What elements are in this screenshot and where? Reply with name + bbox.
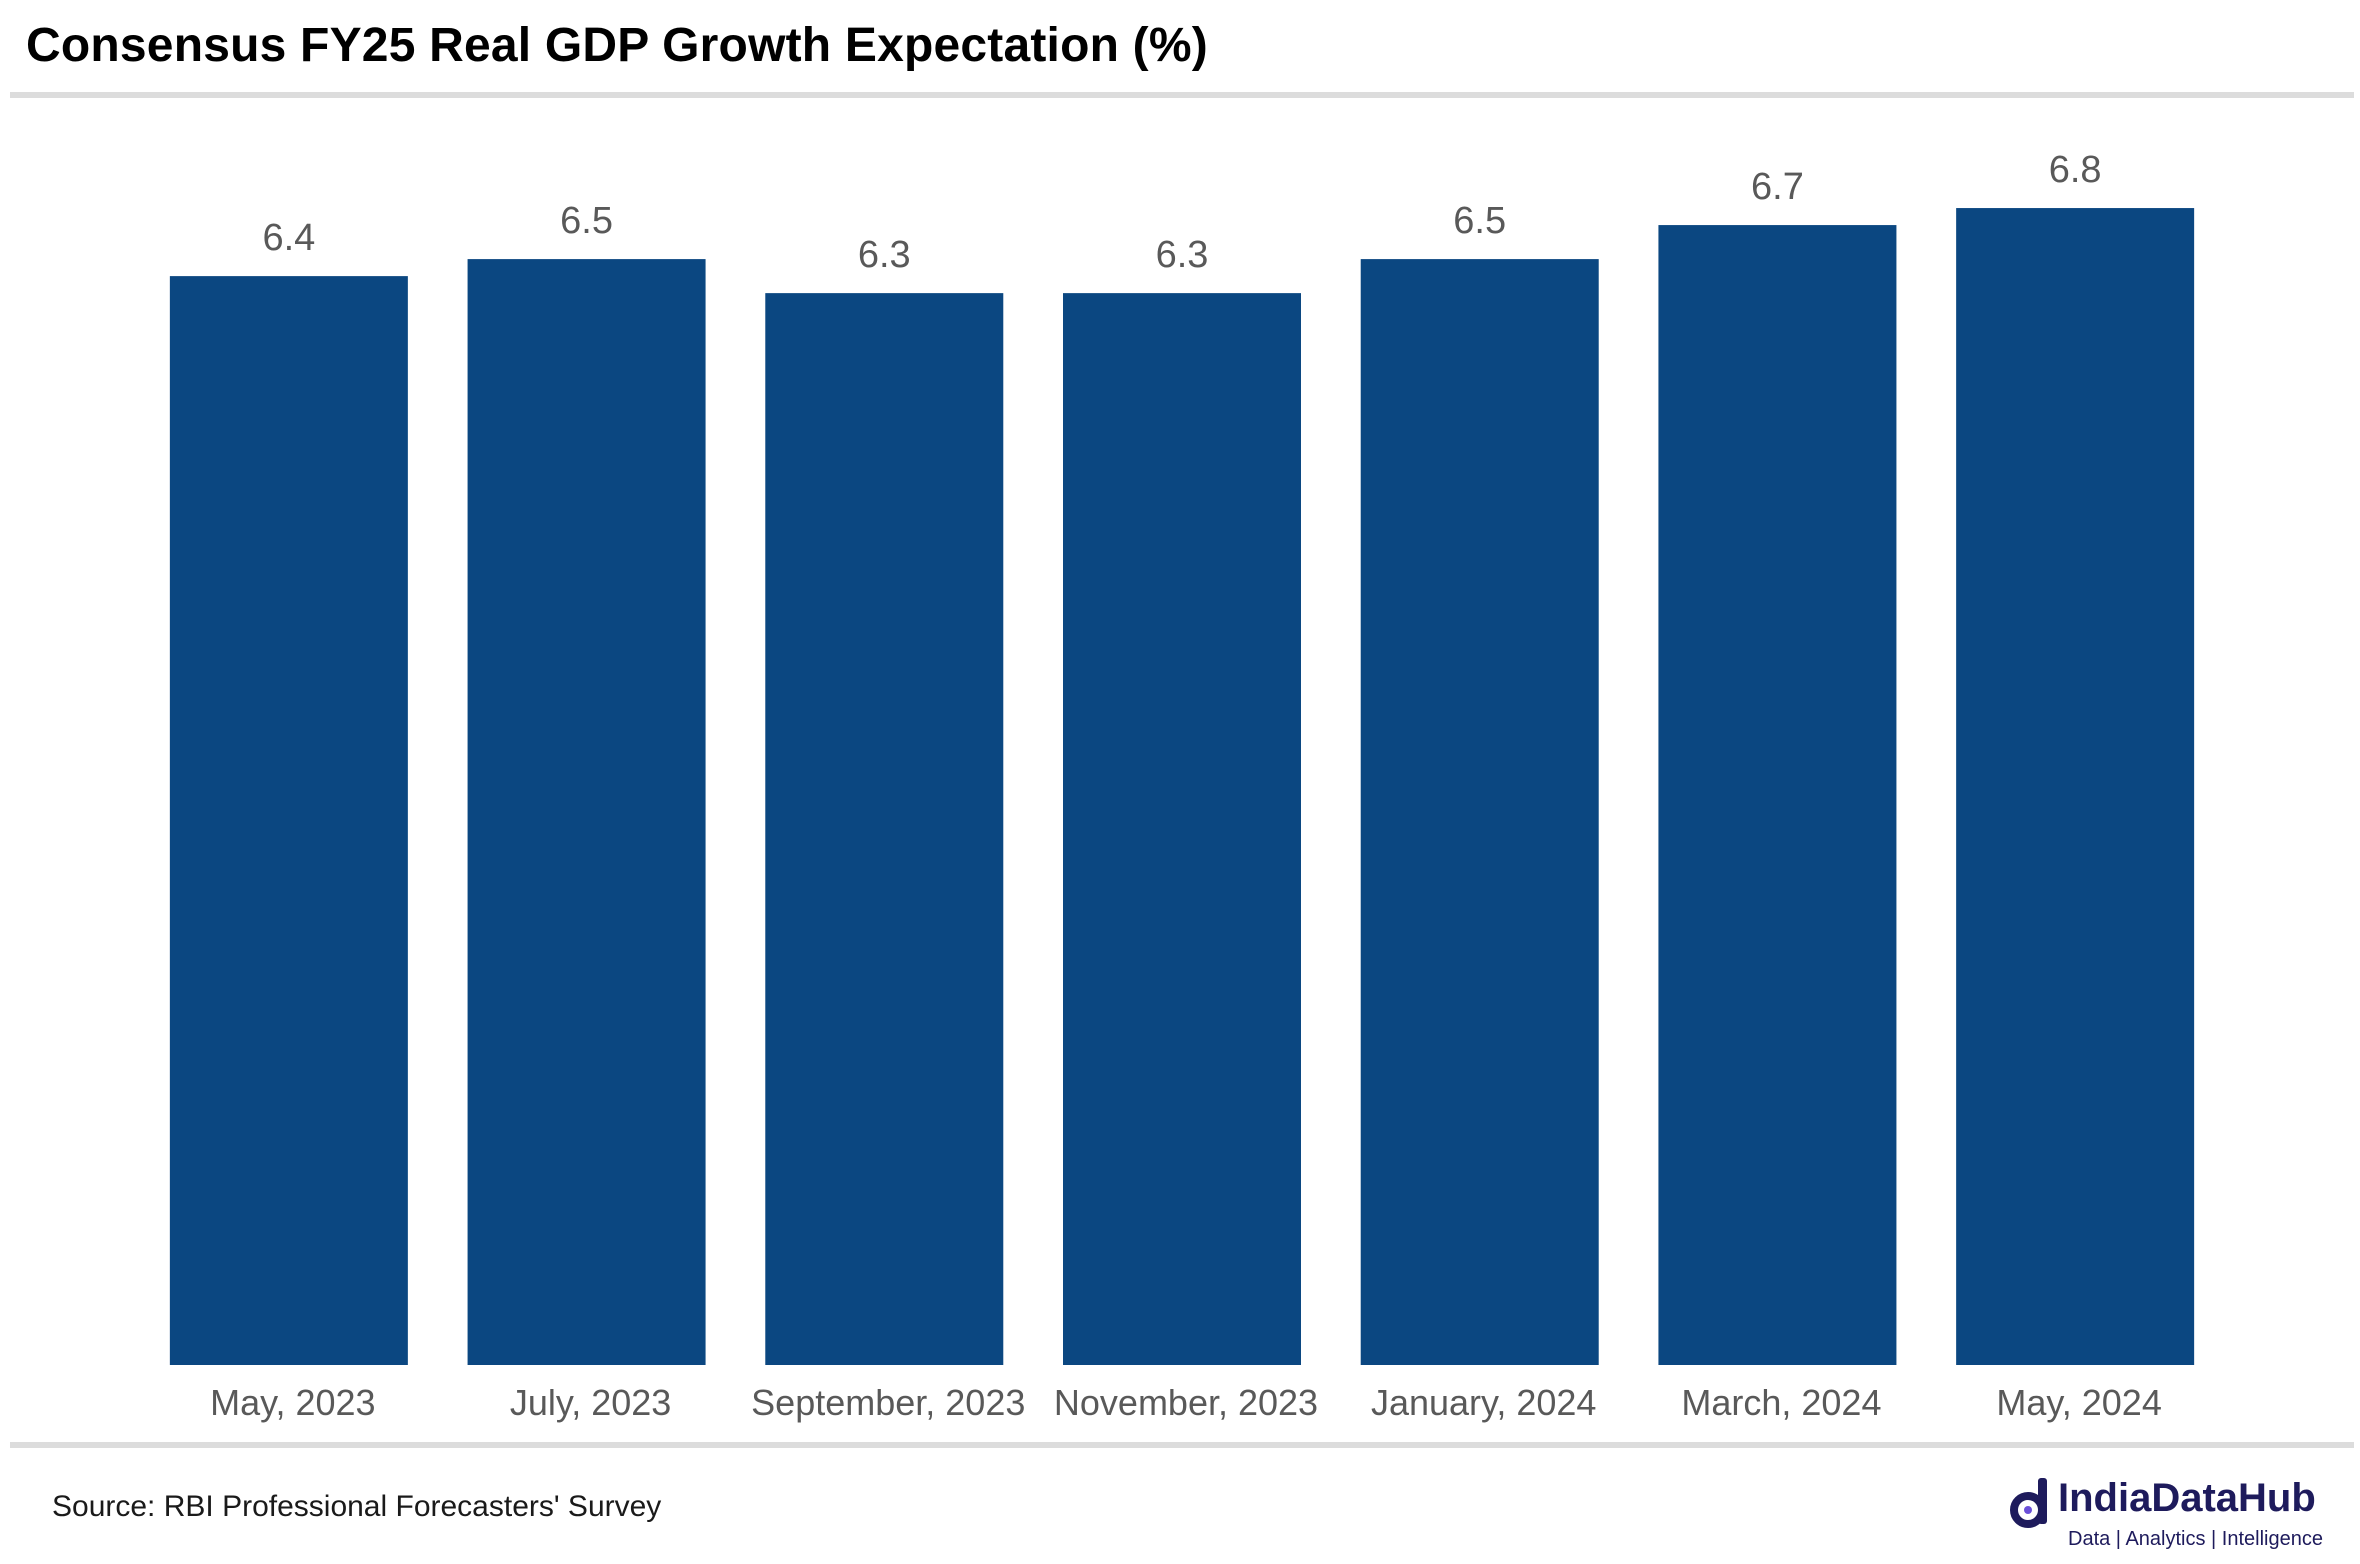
data-label-4: 6.5 <box>1453 200 1506 242</box>
bar-0 <box>169 276 408 1366</box>
bar-5 <box>1658 225 1897 1365</box>
bar-4 <box>1360 259 1599 1366</box>
data-label-6: 6.8 <box>2049 149 2102 191</box>
category-label-6: May, 2024 <box>1996 1382 2161 1423</box>
chart-title: Consensus FY25 Real GDP Growth Expectati… <box>26 19 1208 72</box>
bar-1 <box>467 259 706 1366</box>
category-label-0: May, 2023 <box>210 1382 375 1423</box>
data-label-2: 6.3 <box>858 234 911 276</box>
category-label-4: January, 2024 <box>1371 1382 1597 1423</box>
brand-logo: IndiaDataHub Data | Analytics | Intellig… <box>2010 1476 2350 1556</box>
category-label-5: March, 2024 <box>1681 1382 1881 1423</box>
data-label-1: 6.5 <box>560 200 613 242</box>
bar-chart: 6.4 May, 2023 6.5 July, 2023 6.3 September, 2… <box>169 149 2195 1423</box>
indiadatahub-logo-icon <box>2010 1478 2047 1528</box>
category-label-2: September, 2023 <box>751 1382 1025 1423</box>
brand-name: IndiaDataHub <box>2058 1476 2316 1520</box>
data-label-5: 6.7 <box>1751 166 1804 208</box>
title-divider <box>10 92 2354 98</box>
data-label-3: 6.3 <box>1156 234 1209 276</box>
bar-2 <box>765 293 1004 1365</box>
data-label-0: 6.4 <box>262 217 315 259</box>
source-note: Source: RBI Professional Forecasters' Su… <box>52 1490 662 1523</box>
category-label-1: July, 2023 <box>510 1382 671 1423</box>
bar-6 <box>1956 208 2195 1366</box>
category-label-3: November, 2023 <box>1054 1382 1318 1423</box>
footer-divider <box>10 1442 2354 1448</box>
brand-tagline: Data | Analytics | Intelligence <box>2068 1528 2323 1550</box>
bar-3 <box>1063 293 1301 1365</box>
